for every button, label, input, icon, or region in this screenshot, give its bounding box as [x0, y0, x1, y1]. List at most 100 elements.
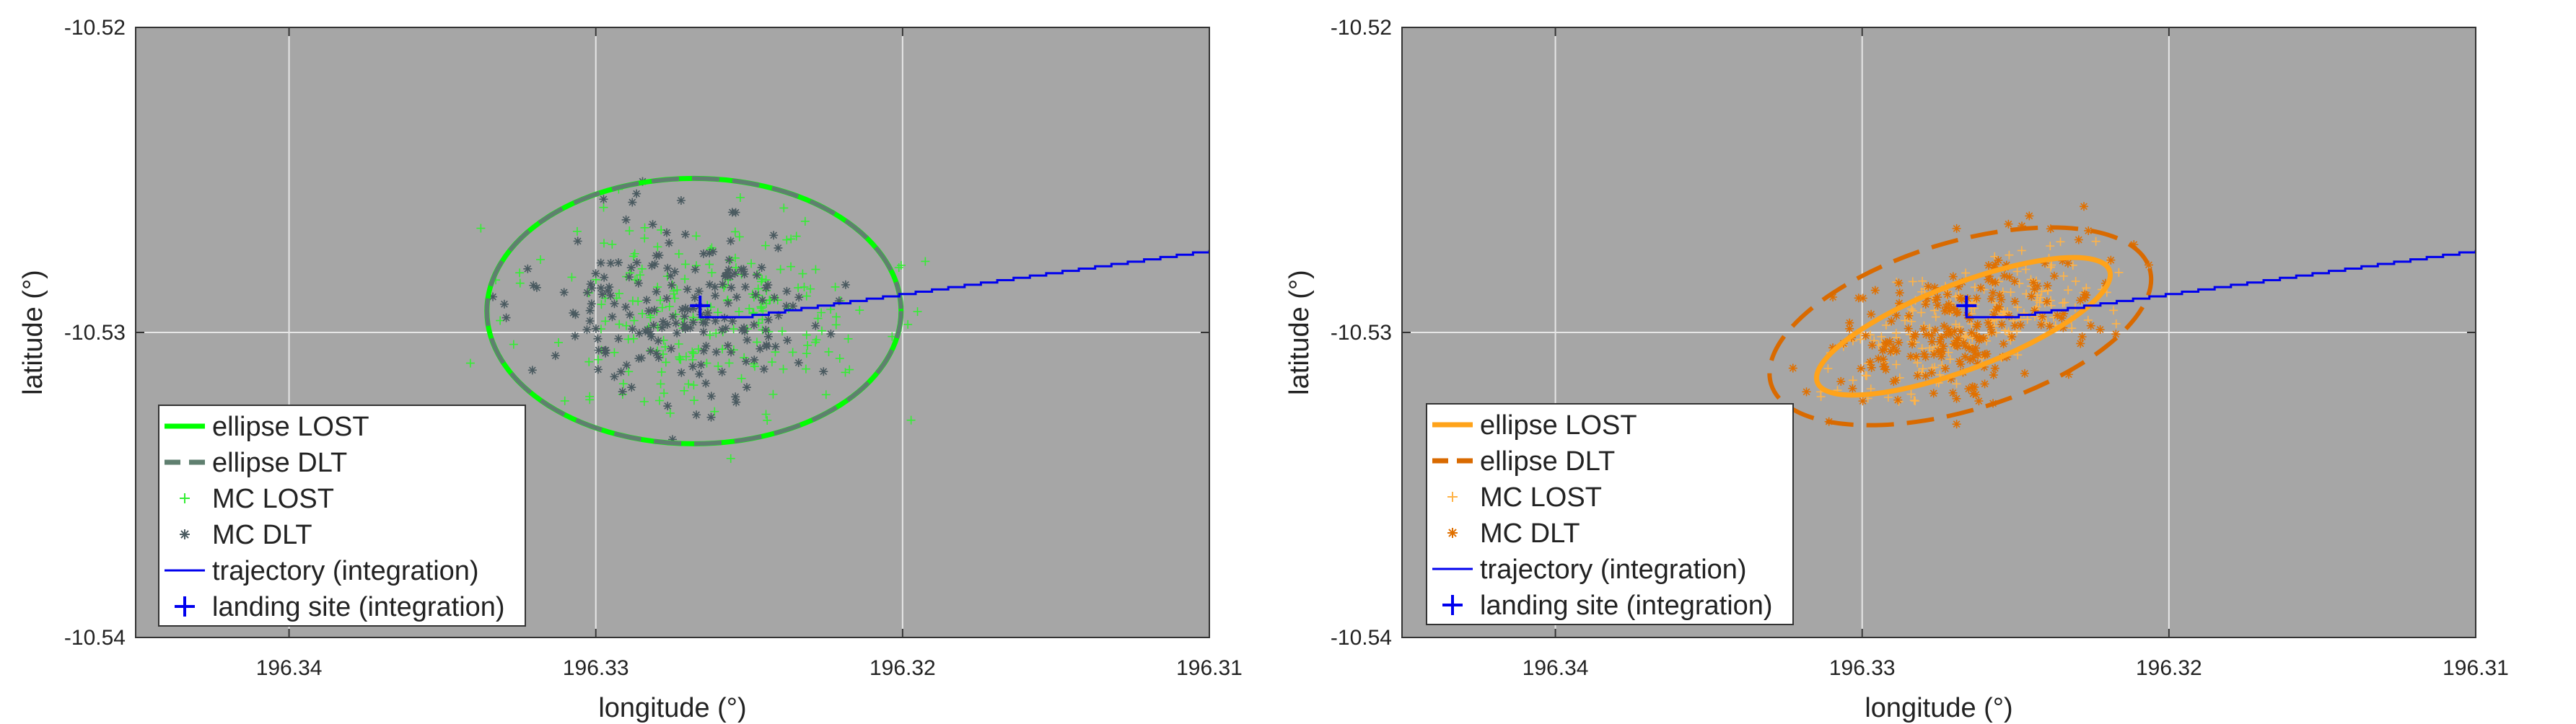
mc-dlt-point: [1892, 346, 1901, 356]
mc-lost-point: [1918, 364, 1927, 374]
mc-dlt-point: [2004, 219, 2013, 229]
mc-dlt-point: [600, 273, 609, 282]
mc-dlt-point: [1922, 330, 1931, 339]
mc-dlt-point: [2084, 226, 2093, 235]
mc-dlt-point: [634, 278, 643, 288]
mc-lost-point: [1913, 358, 1922, 368]
mc-dlt-point: [1968, 382, 1977, 392]
mc-lost-point: [2111, 319, 2121, 328]
mc-dlt-point: [2095, 325, 2105, 335]
mc-lost-point: [2047, 260, 2056, 270]
mc-dlt-point: [1999, 339, 2008, 348]
mc-dlt-point: [649, 306, 659, 315]
mc-lost-point: [767, 358, 776, 367]
legend-item: MC LOST: [180, 484, 334, 514]
mc-lost-point: [2064, 286, 2073, 295]
legend-item: MC DLT: [1447, 518, 1580, 549]
mc-lost-point: [600, 239, 609, 248]
mc-dlt-point: [1956, 327, 1966, 336]
mc-lost-point: [831, 320, 841, 330]
mc-dlt-point: [1880, 361, 1889, 371]
mc-dlt-point: [600, 346, 610, 356]
mc-lost-point: [799, 283, 809, 292]
mc-lost-point: [608, 239, 617, 249]
mc-dlt-point: [1946, 330, 1955, 339]
mc-dlt-point: [740, 282, 750, 291]
mc-dlt-point: [654, 353, 663, 362]
mc-lost-point: [1931, 312, 1940, 322]
y-tick-label: -10.54: [1331, 626, 1392, 650]
legend-item: landing site (integration): [1442, 591, 1773, 621]
mc-dlt-point: [1924, 282, 1933, 291]
mc-dlt-point: [711, 316, 720, 325]
mc-dlt-point: [1940, 306, 1950, 316]
mc-dlt-point: [1949, 304, 1958, 313]
mc-dlt-point: [662, 294, 672, 304]
mc-dlt-point: [701, 379, 711, 388]
mc-dlt-point: [1989, 262, 1999, 272]
mc-dlt-point: [2111, 330, 2121, 339]
mc-dlt-point: [2016, 320, 2025, 330]
legend-label: MC DLT: [1480, 518, 1580, 549]
mc-dlt-point: [654, 251, 664, 260]
mc-dlt-point: [1927, 337, 1937, 346]
mc-dlt-point: [683, 285, 692, 294]
x-tick-label: 196.33: [1829, 656, 1896, 680]
mc-dlt-point: [2030, 284, 2039, 293]
mc-dlt-point: [731, 208, 740, 217]
mc-dlt-point: [1867, 309, 1876, 319]
mc-lost-point: [1848, 376, 1857, 385]
legend-label: MC DLT: [212, 520, 312, 550]
legend: ellipse LOST ellipse DLT MC LOST MC DLT traj…: [158, 405, 526, 627]
mc-dlt-point: [605, 283, 614, 292]
mc-dlt-point: [666, 271, 675, 281]
y-axis-label: latitude (°): [18, 270, 48, 395]
mc-lost-point: [691, 231, 701, 241]
mc-dlt-point: [667, 344, 676, 353]
mc-dlt-point: [763, 281, 773, 290]
mc-dlt-point: [1995, 291, 2005, 300]
mc-dlt-point: [1906, 352, 1916, 361]
mc-dlt-point: [1933, 301, 1942, 310]
mc-dlt-point: [699, 346, 709, 356]
mc-dlt-point: [1845, 318, 1854, 327]
mc-dlt-point: [599, 195, 608, 204]
mc-lost-point: [656, 296, 665, 305]
mc-lost-point: [2019, 309, 2028, 318]
legend-swatch-marker: [1447, 528, 1458, 538]
mc-dlt-point: [551, 351, 560, 361]
mc-lost-point: [1918, 276, 1927, 286]
mc-lost-point: [1906, 304, 1916, 314]
mc-dlt-point: [1880, 345, 1889, 354]
mc-dlt-point: [582, 325, 592, 335]
mc-dlt-point: [644, 306, 654, 316]
mc-dlt-point: [723, 341, 732, 350]
mc-lost-point: [705, 260, 714, 269]
mc-lost-point: [806, 284, 815, 293]
mc-dlt-point: [1886, 347, 1896, 356]
mc-lost-point: [735, 307, 744, 317]
mc-dlt-point: [1988, 277, 1997, 286]
mc-dlt-point: [1967, 328, 1976, 337]
mc-dlt-point: [1858, 293, 1867, 303]
mc-lost-point: [787, 262, 796, 271]
mc-dlt-point: [1893, 395, 1903, 405]
mc-lost-point: [689, 349, 698, 358]
mc-lost-point: [689, 381, 698, 390]
mc-lost-point: [2058, 299, 2067, 308]
mc-dlt-point: [1959, 338, 1968, 348]
mc-dlt-point: [1950, 327, 1959, 336]
mc-dlt-point: [1845, 324, 1854, 333]
x-tick-label: 196.32: [869, 656, 936, 680]
mc-lost-point: [2006, 288, 2015, 297]
mc-dlt-point: [1930, 325, 1940, 335]
mc-dlt-point: [763, 315, 773, 325]
mc-dlt-point: [1935, 337, 1945, 346]
mc-dlt-point: [1942, 290, 1952, 299]
mc-dlt-point: [711, 348, 721, 357]
mc-dlt-point: [571, 310, 580, 319]
mc-lost-point: [730, 253, 740, 262]
mc-lost-point: [625, 226, 634, 236]
legend-label: trajectory (integration): [212, 556, 479, 586]
mc-dlt-point: [591, 324, 600, 333]
